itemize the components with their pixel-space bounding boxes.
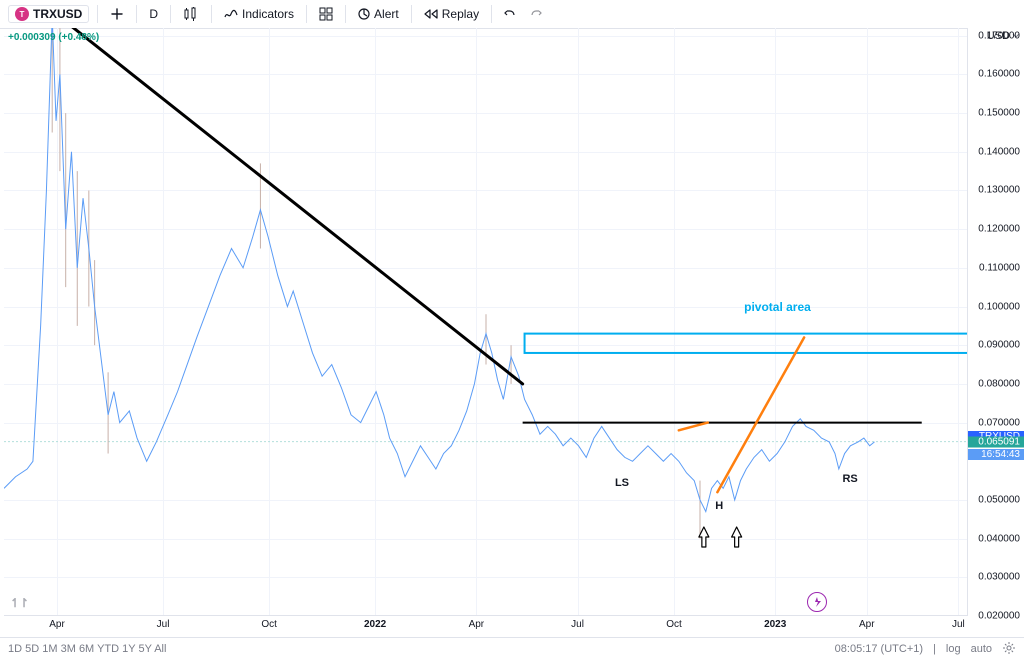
change-value: +0.000309: [8, 32, 56, 43]
time-tick: Apr: [49, 619, 65, 630]
alert-icon: [358, 7, 370, 21]
indicators-label: Indicators: [242, 7, 294, 21]
replay-label: Replay: [442, 7, 479, 21]
time-tick: Jul: [571, 619, 584, 630]
footer-divider: |: [933, 643, 936, 655]
ohlc-readout: +0.000309 (+0.48%): [8, 32, 99, 43]
plus-icon: [110, 7, 124, 21]
clock-label: 08:05:17 (UTC+1): [835, 643, 923, 655]
price-tick: 0.020000: [978, 611, 1020, 622]
alert-button[interactable]: Alert: [354, 5, 403, 23]
annotation-h: H: [715, 500, 723, 512]
toolbar-separator: [491, 5, 492, 23]
annotation-pivotal-area: pivotal area: [744, 300, 811, 314]
redo-icon: [530, 8, 542, 20]
templates-button[interactable]: [315, 5, 337, 23]
price-tick: 0.120000: [978, 224, 1020, 235]
annotation-ls: LS: [615, 477, 629, 489]
timeframe-1d[interactable]: 1D: [8, 643, 22, 655]
timeframe-ytd[interactable]: YTD: [97, 643, 119, 655]
time-tick: Oct: [261, 619, 277, 630]
timeframe-3m[interactable]: 3M: [61, 643, 76, 655]
add-compare-icon[interactable]: [106, 5, 128, 23]
toolbar-separator: [136, 5, 137, 23]
indicators-icon: [224, 7, 238, 21]
toolbar-separator: [97, 5, 98, 23]
replay-icon: [424, 8, 438, 20]
price-axis[interactable]: USD 0.1700000.1600000.1500000.1400000.13…: [967, 28, 1024, 616]
redo-button[interactable]: [526, 6, 546, 22]
timeframe-all[interactable]: All: [154, 643, 166, 655]
timeframe-5d[interactable]: 5D: [25, 643, 39, 655]
price-tick: 0.040000: [978, 533, 1020, 544]
toolbar-separator: [345, 5, 346, 23]
chart-pane[interactable]: +0.000309 (+0.48%) LS H RS pivotal area …: [4, 28, 968, 616]
change-percent: (+0.48%): [58, 32, 99, 43]
scale-auto-button[interactable]: auto: [971, 643, 992, 655]
symbol-chip[interactable]: T TRXUSD: [8, 5, 89, 23]
plot-svg: [4, 28, 968, 616]
timeframe-picker: 1D 5D 1M 3M 6M YTD 1Y 5Y All: [8, 643, 166, 655]
settings-button[interactable]: [1002, 641, 1016, 658]
undo-icon: [504, 8, 516, 20]
scale-log-button[interactable]: log: [946, 643, 961, 655]
candles-icon: [183, 7, 199, 21]
gear-icon: [1002, 641, 1016, 655]
price-tick: 0.160000: [978, 69, 1020, 80]
last-price-badge: 0.065091: [968, 436, 1024, 447]
price-tick: 0.140000: [978, 146, 1020, 157]
price-tick: 0.030000: [978, 572, 1020, 583]
price-tick: 0.110000: [979, 262, 1020, 273]
timeframe-1m[interactable]: 1M: [42, 643, 57, 655]
grid4-icon: [319, 7, 333, 21]
price-tick: 0.050000: [978, 494, 1020, 505]
timeframe-5y[interactable]: 5Y: [138, 643, 151, 655]
countdown-badge: 16:54:43: [968, 449, 1024, 460]
indicators-button[interactable]: Indicators: [220, 5, 298, 23]
top-toolbar: T TRXUSD D Indicators Alert Replay: [0, 0, 1024, 29]
interval-button[interactable]: D: [145, 5, 162, 23]
time-tick: Jul: [952, 619, 965, 630]
price-tick: 0.080000: [978, 378, 1020, 389]
symbol-logo-icon: T: [15, 7, 29, 21]
symbol-name: TRXUSD: [33, 7, 82, 21]
time-tick: Apr: [859, 619, 875, 630]
price-tick: 0.170000: [978, 30, 1020, 41]
time-tick: Jul: [157, 619, 170, 630]
undo-button[interactable]: [500, 6, 520, 22]
price-tick: 0.090000: [978, 340, 1020, 351]
tradingview-watermark: ↿↾: [10, 596, 28, 610]
toolbar-separator: [306, 5, 307, 23]
alert-label: Alert: [374, 7, 399, 21]
bar-replay-marker-icon[interactable]: [807, 592, 827, 612]
chart-area: +0.000309 (+0.48%) LS H RS pivotal area …: [4, 28, 1024, 638]
replay-button[interactable]: Replay: [420, 5, 483, 23]
time-axis[interactable]: Apr Jul Oct 2022 Apr Jul Oct 2023 Apr Jul: [4, 615, 968, 638]
bottom-toolbar: 1D 5D 1M 3M 6M YTD 1Y 5Y All 08:05:17 (U…: [0, 637, 1024, 660]
toolbar-separator: [411, 5, 412, 23]
time-tick: Oct: [666, 619, 682, 630]
chart-style-button[interactable]: [179, 5, 203, 23]
price-tick: 0.130000: [978, 185, 1020, 196]
timeframe-6m[interactable]: 6M: [79, 643, 94, 655]
timeframe-1y[interactable]: 1Y: [122, 643, 135, 655]
toolbar-separator: [211, 5, 212, 23]
time-tick: 2022: [364, 619, 386, 630]
time-tick: 2023: [764, 619, 786, 630]
price-tick: 0.070000: [978, 417, 1020, 428]
price-tick: 0.100000: [978, 301, 1020, 312]
toolbar-separator: [170, 5, 171, 23]
annotation-rs: RS: [842, 473, 857, 485]
time-tick: Apr: [469, 619, 485, 630]
price-tick: 0.150000: [978, 108, 1020, 119]
